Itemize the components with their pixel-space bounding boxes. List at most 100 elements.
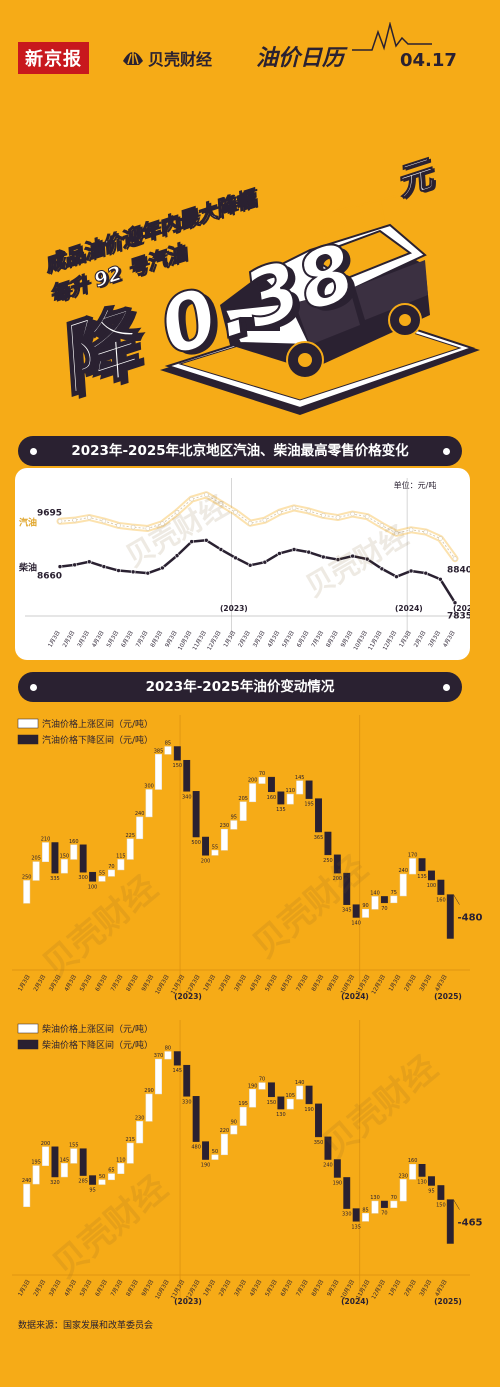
rise-bar: [42, 842, 49, 862]
data-point: [116, 523, 121, 528]
series-name-label: 柴油: [18, 562, 37, 574]
rise-bar: [32, 861, 40, 881]
fall-bar: [192, 791, 200, 838]
bar-value-label: 215: [125, 1137, 135, 1143]
data-point: [277, 509, 282, 515]
rise-bar: [399, 1179, 407, 1202]
x-tick-label: 7月3日: [134, 630, 149, 649]
data-point: [247, 562, 253, 568]
bar-value-label: 50: [212, 1149, 218, 1155]
data-point: [174, 553, 180, 558]
bar-value-label: 100: [427, 883, 437, 889]
bar-value-label: 205: [31, 856, 41, 862]
bar-value-label: 220: [220, 1128, 230, 1134]
bar-value-label: 135: [276, 807, 286, 813]
x-tick-label: 12月3日: [381, 630, 398, 652]
bar-value-label: 140: [295, 1080, 305, 1086]
fall-bar: [267, 776, 275, 793]
bar-value-label: 75: [391, 890, 397, 896]
data-point: [350, 553, 355, 559]
x-tick-label: 9月3日: [164, 630, 179, 649]
fall-bar: [173, 1051, 181, 1066]
data-point: [130, 524, 136, 530]
bar-value-label: 110: [285, 788, 295, 794]
bar-value-label: 140: [370, 890, 380, 896]
rise-bar: [42, 1146, 49, 1166]
data-point: [130, 569, 136, 575]
bar-value-label: 115: [116, 853, 126, 859]
fall-bar: [333, 1159, 341, 1178]
bar-value-label: 300: [144, 783, 154, 789]
x-tick-label: 8月3日: [310, 974, 325, 993]
rise-bar: [155, 1058, 162, 1095]
bar-label-leader: [453, 894, 460, 905]
year-label: (2024): [341, 992, 369, 1001]
x-tick-label: 4月3日: [248, 1279, 263, 1298]
bar-value-label: 160: [408, 1158, 418, 1164]
bar-value-label: 195: [31, 1160, 41, 1166]
data-point: [160, 521, 165, 526]
series-start-value: 8660: [37, 572, 62, 582]
bar-value-label: 160: [267, 795, 277, 801]
bar-value-label: 90: [231, 1120, 237, 1126]
x-tick-label: 9月3日: [326, 1279, 341, 1298]
rise-bar: [211, 1154, 219, 1160]
pill-dot-right: [443, 447, 450, 455]
shell-icon: [123, 52, 143, 65]
x-tick-label: 10月3日: [154, 974, 171, 996]
fall-bar: [89, 871, 97, 882]
data-point: [203, 492, 209, 498]
legend-swatch: [17, 734, 39, 745]
x-tick-label: 6月3日: [295, 630, 310, 649]
x-tick-label: 1月3日: [17, 1279, 32, 1298]
bar-value-label: 345: [342, 908, 352, 914]
fall-bar: [79, 844, 87, 873]
data-point: [145, 526, 151, 531]
rise-bar: [23, 880, 31, 904]
bar-value-label: 135: [351, 1224, 361, 1230]
bar-value-label: 70: [391, 1195, 397, 1201]
x-tick-label: 1月3日: [202, 974, 217, 993]
data-point: [321, 554, 326, 560]
x-tick-label: 6月3日: [279, 1279, 294, 1298]
rise-bar: [211, 850, 219, 856]
rise-bar: [107, 869, 115, 877]
fall-bar: [437, 1185, 445, 1200]
rise-bar: [220, 1133, 228, 1156]
bar-value-label: 365: [314, 835, 324, 841]
rise-bar: [126, 1142, 134, 1164]
x-tick-label: 3月3日: [76, 630, 91, 649]
x-tick-label: 12月3日: [370, 1279, 387, 1301]
diesel-waterfall-chart: 柴油价格上涨区间（元/吨） 柴油价格下降区间（元/吨） 240 195 200 320 14…: [12, 1020, 483, 1306]
bar-value-label: 300: [78, 875, 88, 881]
rise-bar: [258, 1082, 266, 1090]
rise-bar: [60, 1163, 68, 1178]
data-point: [203, 538, 209, 543]
data-point: [72, 517, 77, 523]
data-point: [262, 559, 268, 565]
fall-bar: [89, 1175, 97, 1185]
x-tick-label: 3月3日: [427, 630, 442, 649]
x-tick-label: 2月3日: [32, 1279, 47, 1298]
x-tick-label: 3月3日: [418, 1279, 433, 1298]
bar-value-label: 55: [99, 870, 105, 876]
fall-bar: [352, 1208, 360, 1222]
data-point: [394, 574, 399, 579]
legend-label: 柴油价格上涨区间（元/吨）: [42, 1023, 153, 1035]
section2-title: 2023年-2025年油价变动情况: [145, 679, 335, 695]
x-tick-label: 4月3日: [434, 974, 449, 993]
bar-value-label: 230: [220, 823, 230, 829]
data-point: [247, 520, 253, 526]
bar-label-leader: [453, 1199, 460, 1210]
legend-label: 柴油价格下降区间（元/吨）: [42, 1039, 153, 1051]
rise-bar: [220, 828, 228, 851]
pulse-line-icon: [352, 22, 432, 51]
data-point: [379, 566, 385, 572]
x-tick-label: 1月3日: [222, 630, 237, 649]
fall-bar: [343, 1177, 351, 1209]
x-tick-label: 10月3日: [177, 630, 194, 652]
year-label: (2024): [341, 1297, 369, 1306]
rise-bar: [258, 776, 266, 784]
x-tick-label: 1月3日: [387, 974, 402, 993]
rise-bar: [286, 793, 294, 805]
